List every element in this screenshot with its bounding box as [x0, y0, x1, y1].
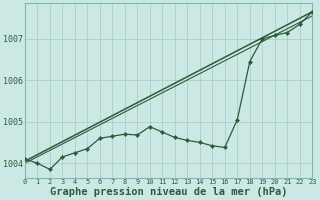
X-axis label: Graphe pression niveau de la mer (hPa): Graphe pression niveau de la mer (hPa) [50, 186, 287, 197]
